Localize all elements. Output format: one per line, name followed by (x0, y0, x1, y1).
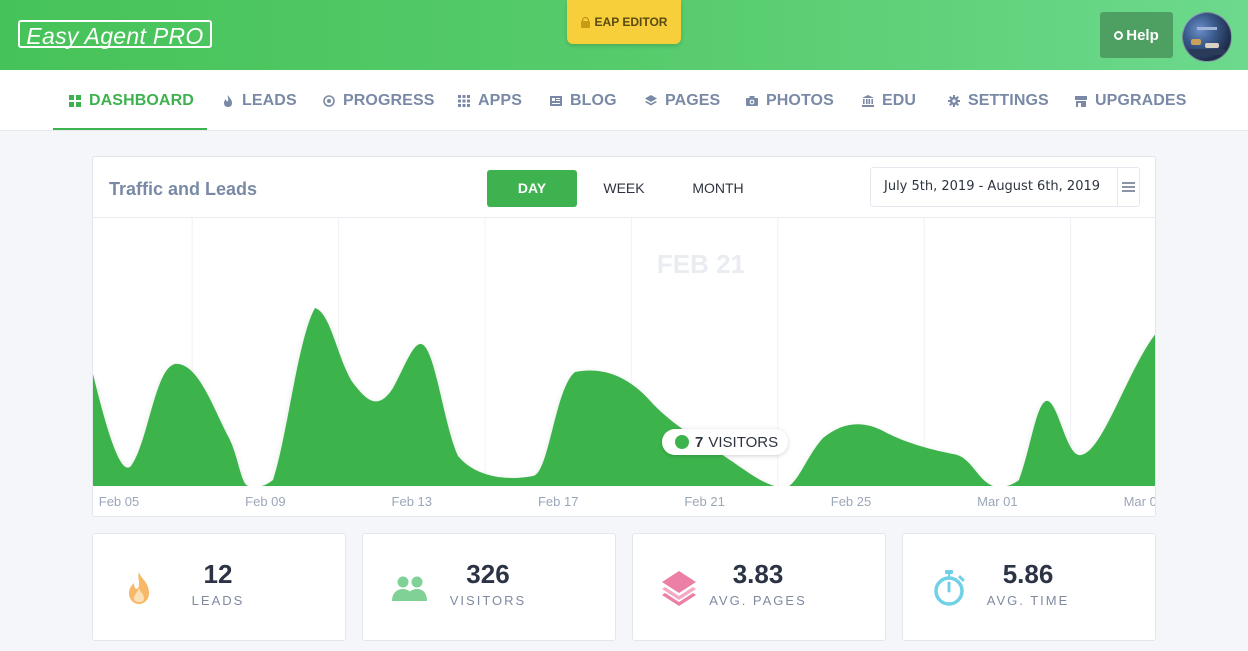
tooltip-value: 7 (695, 434, 703, 451)
nav-leads[interactable]: LEADS (222, 70, 297, 131)
tab-day[interactable]: DAY (487, 170, 577, 207)
panel-title: Traffic and Leads (109, 179, 258, 199)
tab-week[interactable]: WEEK (603, 180, 645, 196)
stat-label: VISITORS (449, 593, 527, 608)
x-axis-tick-label: Feb 09 (245, 494, 285, 509)
stat-label: LEADS (191, 593, 245, 608)
nav-label: LEADS (242, 91, 297, 109)
nav-label: PAGES (665, 91, 721, 109)
help-label: Help (1126, 26, 1159, 44)
nav-label: APPS (478, 91, 522, 109)
institution-icon (862, 94, 874, 107)
hover-date-label: FEB 21 (657, 249, 745, 279)
stat-value: 326 (466, 559, 510, 589)
nav-pages[interactable]: PAGES (645, 70, 720, 131)
newspaper-icon (550, 95, 562, 106)
logo[interactable]: Easy Agent PRO (18, 20, 212, 49)
nav-label: PROGRESS (343, 91, 435, 109)
chart-tooltip (662, 429, 788, 455)
stat-card-visitors: 326 VISITORS (362, 533, 616, 641)
nav-settings[interactable]: SETTINGS (948, 70, 1049, 131)
eap-editor-button[interactable]: EAP EDITOR (567, 0, 681, 44)
help-icon (1114, 30, 1124, 40)
traffic-panel: Traffic and Leads DAY WEEK MONTH July 5t… (92, 156, 1156, 517)
traffic-area (93, 308, 1155, 488)
nav-label: UPGRADES (1095, 91, 1187, 109)
nav-label: BLOG (570, 91, 617, 109)
date-range-text: July 5th, 2019 - August 6th, 2019 (884, 179, 1101, 194)
traffic-chart: FEB 21 Feb 05 Feb 09 Feb 13 Feb 17 Feb 21 Feb… (93, 218, 1156, 516)
nav-label: SETTINGS (968, 91, 1049, 109)
main-nav: DASHBOARD LEADS PROGRESS APPS BLOG PAGES… (0, 70, 1248, 131)
lock-icon (580, 17, 590, 28)
apps-grid-icon (458, 94, 470, 107)
x-axis-tick-label: Feb 21 (684, 494, 724, 509)
stopwatch-icon (934, 570, 965, 606)
nav-label: PHOTOS (766, 91, 834, 109)
nav-upgrades[interactable]: UPGRADES (1075, 70, 1186, 131)
tooltip-dot (675, 435, 689, 449)
x-axis-tick-label: Feb 25 (831, 494, 871, 509)
nav-dashboard[interactable]: DASHBOARD (69, 70, 194, 131)
stat-card-avg-time: 5.86 AVG. TIME (902, 533, 1156, 641)
target-icon (323, 94, 335, 107)
menu-icon[interactable] (1117, 168, 1140, 206)
tooltip-label: VISITORS (708, 434, 778, 451)
stat-value: 5.86 (1002, 559, 1054, 589)
x-axis-tick-label: Feb 17 (538, 494, 578, 509)
nav-edu[interactable]: EDU (862, 70, 916, 131)
nav-blog[interactable]: BLOG (550, 70, 617, 131)
x-axis-tick-label: Feb 13 (392, 494, 432, 509)
active-tab-indicator (53, 128, 207, 130)
stat-card-leads: 12 LEADS (92, 533, 346, 641)
gear-icon (948, 94, 960, 107)
nav-progress[interactable]: PROGRESS (323, 70, 435, 131)
stat-value: 3.83 (732, 559, 784, 589)
eap-editor-label: EAP EDITOR (594, 15, 668, 29)
avatar[interactable] (1182, 12, 1232, 62)
stat-label: AVG. PAGES (709, 593, 807, 608)
stat-card-avg-pages: 3.83 AVG. PAGES (632, 533, 886, 641)
users-icon (392, 576, 427, 601)
nav-label: DASHBOARD (89, 91, 194, 109)
nav-label: EDU (882, 91, 917, 109)
top-header: Easy Agent PRO EAP EDITOR Help (0, 0, 1248, 70)
flame-icon (224, 94, 232, 107)
layers-icon (662, 571, 696, 606)
x-axis-tick-label: Mar 01 (977, 494, 1017, 509)
store-icon (1075, 95, 1087, 107)
flame-icon (129, 572, 149, 604)
grid-icon (69, 94, 81, 107)
x-axis-tick-label: Feb 05 (99, 494, 139, 509)
panel-divider (93, 217, 1155, 218)
layers-icon (645, 94, 657, 105)
stat-value: 12 (203, 559, 233, 589)
tab-month[interactable]: MONTH (692, 180, 744, 196)
x-axis-tick-label: Mar 05 (1124, 494, 1156, 509)
nav-photos[interactable]: PHOTOS (746, 70, 834, 131)
nav-apps[interactable]: APPS (458, 70, 522, 131)
camera-icon (746, 95, 758, 106)
stat-label: AVG. TIME (986, 593, 1070, 608)
date-range-picker[interactable]: July 5th, 2019 - August 6th, 2019 (870, 167, 1140, 207)
help-button[interactable]: Help (1100, 12, 1173, 58)
